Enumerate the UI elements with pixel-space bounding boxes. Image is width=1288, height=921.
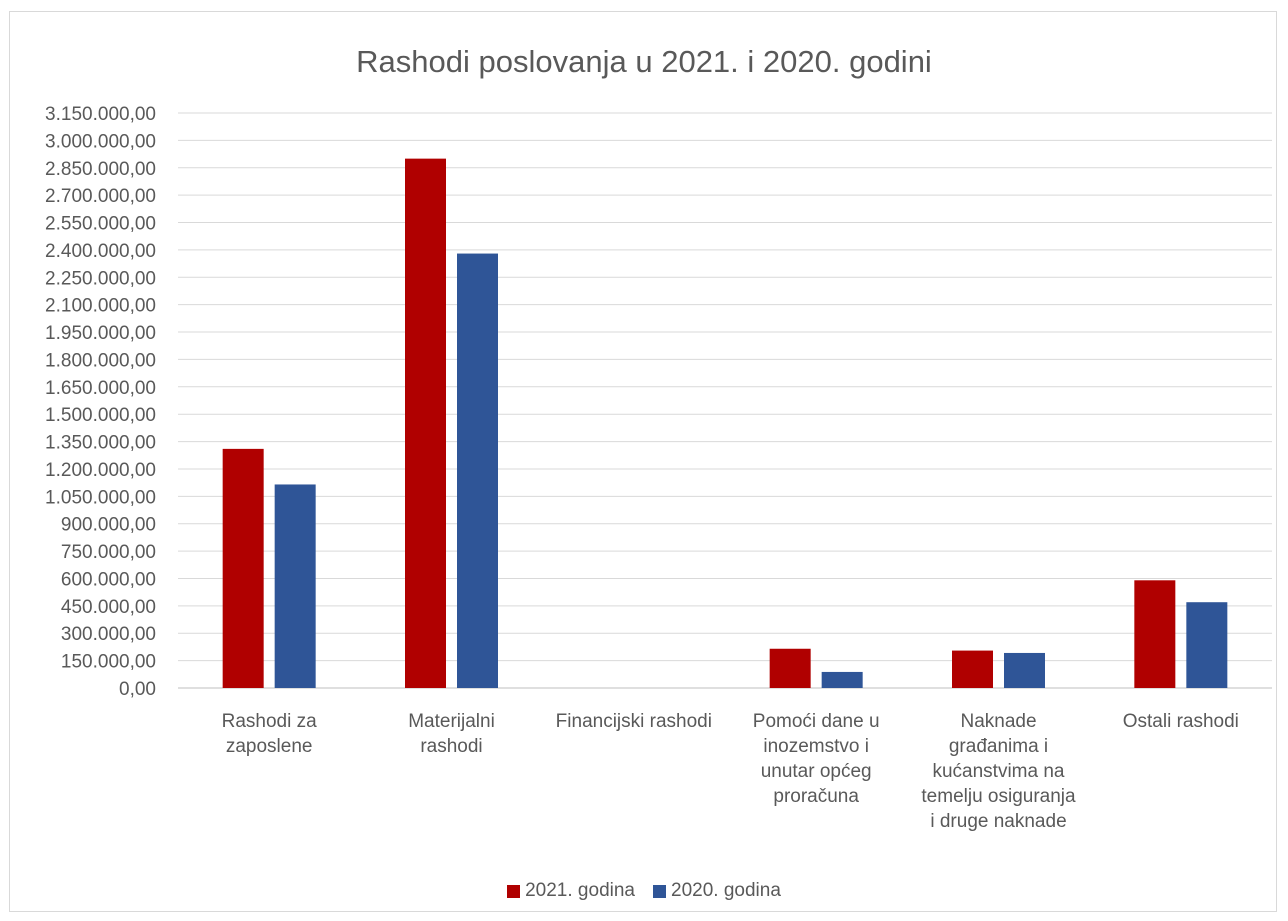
y-tick-label: 3.150.000,00	[45, 104, 156, 125]
y-tick-label: 600.000,00	[61, 569, 156, 590]
legend-label-2020: 2020. godina	[671, 880, 781, 901]
y-tick-label: 2.700.000,00	[45, 186, 156, 207]
gridlines	[178, 112, 1272, 689]
bar-2021[interactable]	[405, 158, 446, 689]
y-tick-label: 2.400.000,00	[45, 241, 156, 262]
y-tick-label: 1.950.000,00	[45, 323, 156, 344]
legend-item-2020[interactable]: 2020. godina	[653, 880, 781, 902]
legend-label-2021: 2021. godina	[525, 880, 635, 901]
y-tick-label: 0,00	[119, 679, 156, 700]
y-tick-label: 1.800.000,00	[45, 350, 156, 371]
y-tick-label: 150.000,00	[61, 652, 156, 673]
bar-2020[interactable]	[457, 253, 498, 689]
chart-frame	[9, 11, 1277, 912]
y-tick-label: 1.500.000,00	[45, 405, 156, 426]
bar-2020[interactable]	[274, 484, 316, 688]
bar-2020[interactable]	[821, 671, 863, 688]
y-axis-ticks: 0,00 150.000,00 300.000,00 450.000,00 600.00…	[45, 104, 156, 700]
bar-2021[interactable]	[1134, 580, 1176, 688]
bar-2021[interactable]	[952, 650, 993, 688]
bar-2020[interactable]	[1186, 602, 1228, 688]
chart-title: Rashodi poslovanja u 2021. i 2020. godin…	[356, 44, 932, 79]
x-category-label: Pomoći dane u inozemstvo i unutar općeg pro…	[753, 711, 880, 807]
y-tick-label: 2.100.000,00	[45, 296, 156, 317]
legend-swatch-2020	[653, 884, 666, 898]
x-axis-labels: Rashodi za zaposlene Materijalni rashodi Fin…	[222, 711, 1239, 832]
y-tick-label: 450.000,00	[61, 597, 156, 618]
y-tick-label: 1.650.000,00	[45, 378, 156, 399]
x-category-label: Financijski rashodi	[556, 711, 712, 732]
y-tick-label: 3.000.000,00	[45, 131, 156, 152]
x-category-label: Materijalni rashodi	[408, 711, 495, 757]
bar-2021[interactable]	[769, 648, 811, 688]
legend-item-2021[interactable]: 2021. godina	[507, 880, 635, 902]
bar-2020[interactable]	[1004, 652, 1045, 688]
y-tick-label: 2.550.000,00	[45, 214, 156, 235]
y-tick-label: 900.000,00	[61, 515, 156, 536]
x-category-label: Ostali rashodi	[1123, 711, 1239, 732]
legend: 2021. godina 2020. godina	[0, 880, 1288, 902]
y-tick-label: 1.050.000,00	[45, 487, 156, 508]
legend-swatch-2021	[507, 884, 521, 898]
y-tick-label: 2.850.000,00	[45, 159, 156, 180]
y-tick-label: 2.250.000,00	[45, 268, 156, 289]
x-category-label: Naknade građanima i kućanstvima na temelju …	[921, 711, 1076, 832]
bar-2021[interactable]	[222, 448, 264, 688]
x-category-label: Rashodi za zaposlene	[222, 711, 317, 757]
y-tick-label: 1.350.000,00	[45, 433, 156, 454]
bars	[222, 158, 1228, 689]
y-tick-label: 300.000,00	[61, 624, 156, 645]
y-tick-label: 750.000,00	[61, 542, 156, 563]
y-tick-label: 1.200.000,00	[45, 460, 156, 481]
